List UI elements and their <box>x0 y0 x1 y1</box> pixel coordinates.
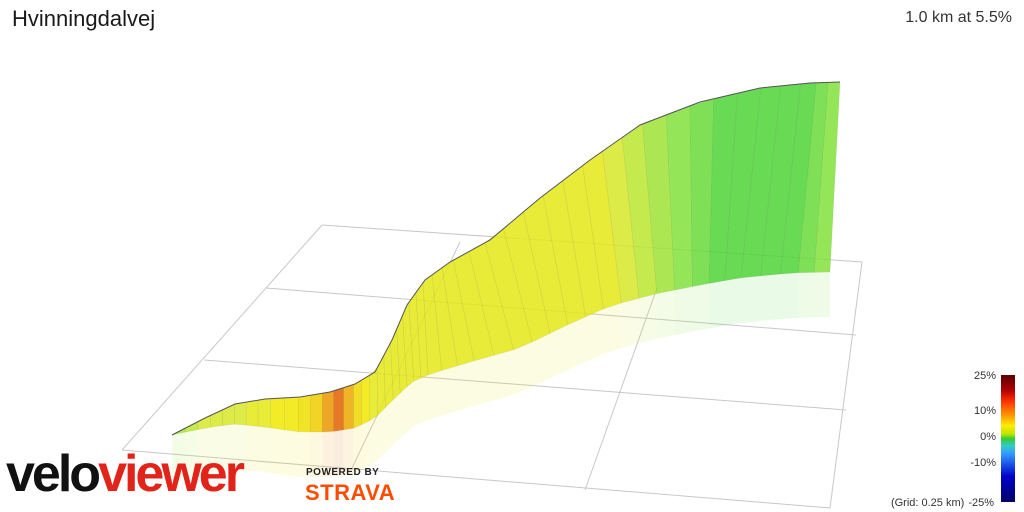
shadow-segment <box>198 427 211 475</box>
legend-tick: 10% <box>973 405 996 417</box>
veloviewer-logo[interactable]: veloviewer <box>6 445 245 503</box>
shadow-segment <box>513 342 533 395</box>
profile-shadow <box>172 272 830 480</box>
shadow-segment <box>760 273 781 321</box>
shadow-segment <box>814 272 830 318</box>
logo-velo: velo <box>6 445 101 503</box>
shadow-segment <box>493 349 514 401</box>
profile-segment <box>361 374 370 426</box>
gradient-color-bar <box>1001 375 1015 502</box>
shadow-segment <box>428 370 442 420</box>
segment-title: Hvinningdalvej <box>12 6 156 31</box>
shadow-segment <box>185 429 199 478</box>
legend-tick: -10% <box>970 457 996 469</box>
shadow-segment <box>310 432 323 477</box>
shadow-segment <box>639 293 657 344</box>
shadow-segment <box>656 290 675 339</box>
shadow-segment <box>709 280 725 329</box>
shadow-segment <box>674 286 693 336</box>
gradient-legend: 25% 10% 0% -10% <box>962 370 1024 512</box>
shadow-segment <box>298 431 311 477</box>
strava-logo[interactable]: STRAVA <box>305 480 396 505</box>
shadow-segment <box>393 393 401 445</box>
elevation-profile <box>171 81 841 436</box>
shadow-segment <box>413 378 421 427</box>
shadow-segment <box>550 324 568 379</box>
shadow-segment <box>725 277 742 326</box>
shadow-segment <box>441 365 458 416</box>
shadow-segment <box>621 298 640 348</box>
shadow-segment <box>532 333 550 388</box>
shadow-segment <box>258 426 271 473</box>
shadow-segment <box>369 415 378 466</box>
shadow-segment <box>246 425 259 472</box>
profile-segment <box>310 392 323 433</box>
profile-segment <box>257 398 272 429</box>
shadow-segment <box>222 424 235 471</box>
logo-viewer: viewer <box>98 445 245 503</box>
profile-segment <box>298 394 311 433</box>
shadow-segment <box>567 316 586 370</box>
profile-outline <box>171 81 841 436</box>
profile-segment <box>322 390 334 433</box>
shadow-segment <box>741 275 761 323</box>
shadow-segment <box>361 420 370 470</box>
shadow-segment <box>234 424 247 471</box>
shadow-segment <box>692 283 710 332</box>
shadow-segment <box>407 381 414 432</box>
shadow-segment <box>377 407 386 461</box>
profile-segment <box>245 399 259 427</box>
profile-segment <box>369 367 378 422</box>
shadow-segment <box>385 399 394 453</box>
legend-tick: 25% <box>973 370 996 382</box>
shadow-segment <box>798 272 815 318</box>
grid-scale-label: (Grid: 0.25 km) <box>890 497 965 509</box>
powered-by-label: POWERED BY <box>306 467 380 478</box>
shadow-segment <box>210 425 223 473</box>
grid-line <box>121 224 323 451</box>
shadow-segment <box>353 424 362 474</box>
grid-line <box>584 287 658 491</box>
shadow-segment <box>343 428 354 475</box>
profile-segment <box>353 379 362 429</box>
legend-tick: -25% <box>968 497 994 509</box>
shadow-segment <box>400 386 408 438</box>
shadow-segment <box>172 432 186 480</box>
legend-tick: 0% <box>980 431 996 443</box>
profile-segment <box>234 401 247 426</box>
shadow-segment <box>457 360 475 411</box>
profile-segment <box>284 396 299 433</box>
grid-line <box>203 359 847 411</box>
shadow-segment <box>780 272 799 319</box>
shadow-segment <box>474 355 494 406</box>
shadow-segment <box>585 308 604 362</box>
profile-segment <box>333 387 344 432</box>
shadow-segment <box>333 429 344 477</box>
shadow-segment <box>603 303 622 354</box>
grid-scale-note: (Grid: 0.25 km) -25% <box>891 497 994 509</box>
shadow-segment <box>270 427 285 475</box>
grid-line <box>121 449 831 509</box>
profile-segment <box>343 384 354 431</box>
grid-line <box>829 261 863 509</box>
profile-segment <box>270 397 285 431</box>
segment-stats: 1.0 km at 5.5% <box>905 9 1012 26</box>
shadow-segment <box>421 374 429 423</box>
shadow-segment <box>284 429 299 477</box>
shadow-segment <box>322 431 334 477</box>
profile-segment <box>197 414 211 430</box>
